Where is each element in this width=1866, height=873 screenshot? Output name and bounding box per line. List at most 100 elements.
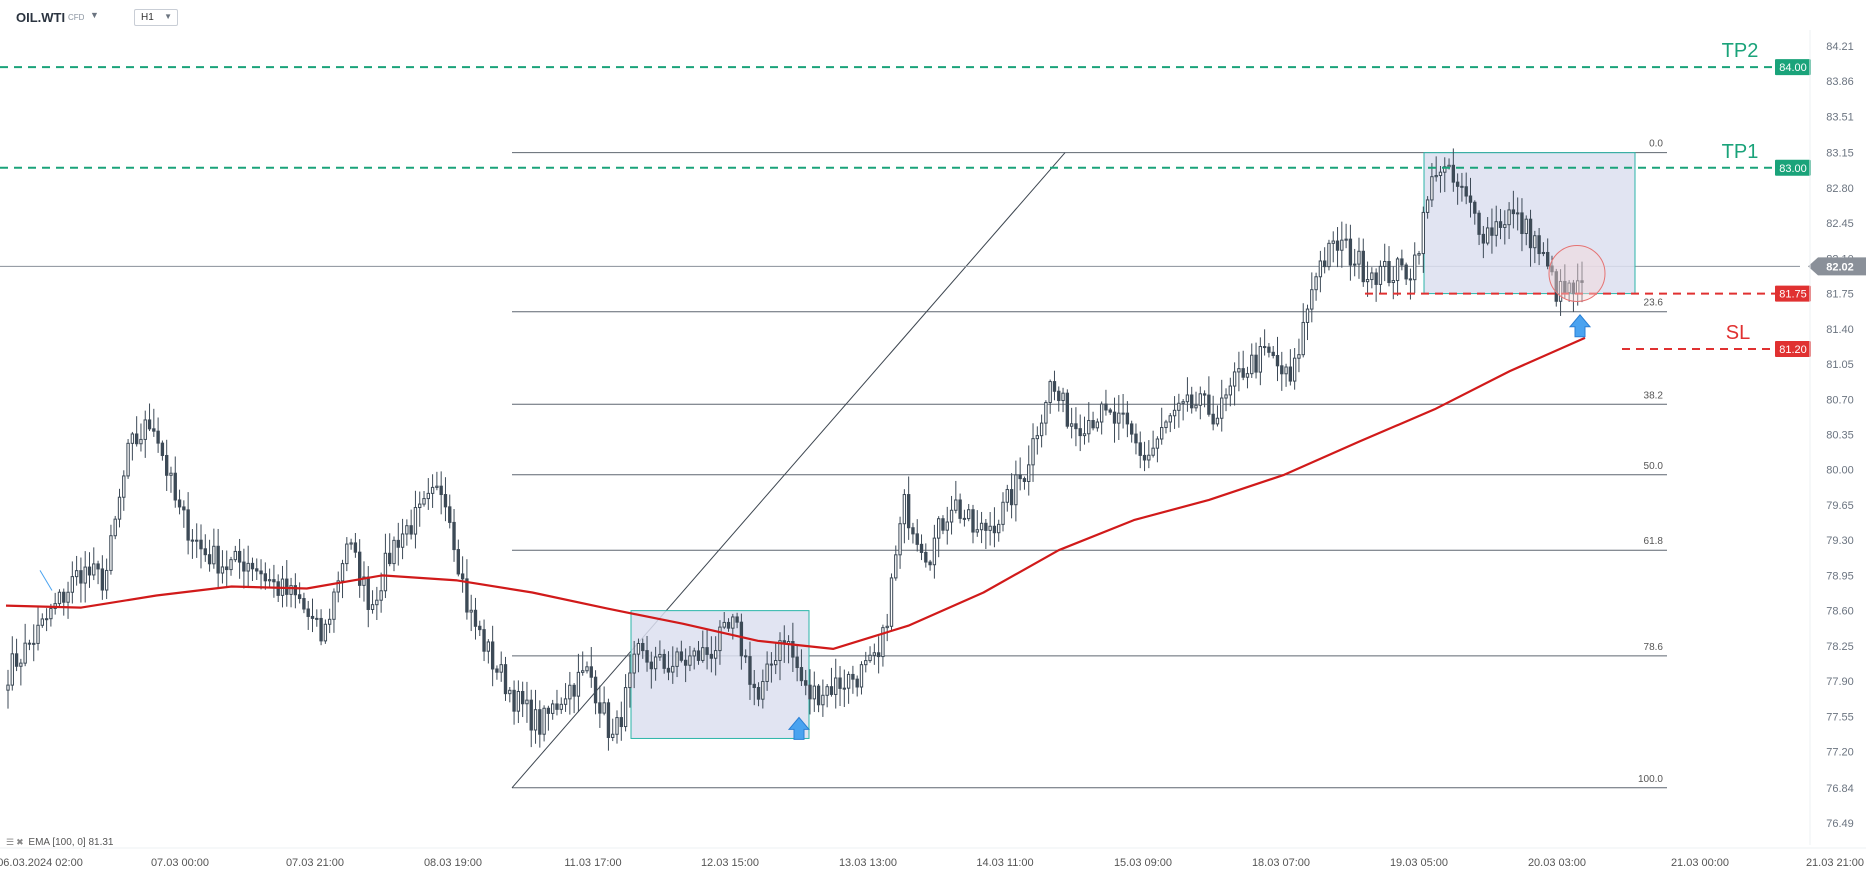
- candle-up: [997, 523, 1001, 534]
- candle-up: [332, 591, 336, 620]
- candle-up: [872, 652, 877, 656]
- indicator-legend[interactable]: ☰ ✖ EMA [100, 0] 81.31: [6, 837, 113, 848]
- y-tick-label: 78.25: [1826, 641, 1854, 653]
- candle-down: [666, 667, 671, 673]
- marker-line: [39, 570, 53, 591]
- current-price-badge: [1808, 257, 1866, 276]
- candle-up: [954, 499, 958, 511]
- candle-down: [1451, 164, 1456, 183]
- candle-down: [1018, 474, 1022, 480]
- candle-up: [1082, 433, 1087, 437]
- candle-up: [1421, 211, 1425, 255]
- list-icon[interactable]: ☰: [6, 837, 15, 847]
- candle-up: [859, 664, 864, 688]
- candle-up: [1357, 250, 1361, 265]
- candle-up: [117, 496, 122, 520]
- candle-down: [293, 585, 298, 596]
- candle-down: [1142, 454, 1147, 461]
- candle-down: [1546, 251, 1550, 267]
- chevron-down-icon: ▼: [164, 12, 172, 21]
- candle-up: [932, 537, 937, 566]
- candle-up: [1048, 381, 1052, 403]
- candle-down: [1473, 201, 1477, 214]
- candle-up: [1232, 371, 1237, 387]
- candle-down: [263, 573, 268, 582]
- candle-up: [1395, 258, 1400, 282]
- candle-up: [92, 563, 96, 576]
- candle-up: [945, 521, 949, 531]
- candle-up: [701, 647, 705, 661]
- candle-up: [36, 624, 40, 644]
- candle-up: [1515, 212, 1520, 215]
- candle-down: [606, 702, 611, 738]
- candle-up: [370, 604, 375, 610]
- candle-up: [533, 709, 538, 731]
- candle-down: [32, 642, 36, 645]
- candle-up: [113, 518, 117, 537]
- candle-down: [1387, 261, 1391, 284]
- candle-down: [919, 543, 924, 553]
- candle-down: [207, 554, 212, 565]
- candle-up: [74, 570, 79, 578]
- level-price-label: 83.00: [1779, 163, 1807, 175]
- candle-down: [272, 579, 276, 583]
- close-icon[interactable]: ✖: [16, 837, 24, 847]
- candle-down: [598, 702, 602, 714]
- candle-down: [641, 642, 645, 652]
- level-price-badge: [1775, 59, 1811, 76]
- candle-up: [881, 627, 885, 658]
- candle-down: [87, 566, 92, 576]
- candle-down: [1455, 181, 1460, 187]
- candle-down: [409, 525, 413, 535]
- candle-up: [692, 650, 696, 657]
- candle-down: [928, 561, 932, 566]
- candle-down: [1550, 265, 1554, 273]
- candle-down: [1129, 423, 1134, 435]
- timeframe-select[interactable]: H1 ▼: [134, 9, 178, 26]
- candle-down: [1335, 240, 1340, 251]
- candle-up: [1284, 366, 1288, 375]
- candle-down: [1211, 413, 1215, 425]
- candle-up: [1503, 224, 1507, 228]
- up-arrow-icon: [1568, 314, 1592, 338]
- ema-line: [5, 336, 1586, 651]
- candle-down: [851, 673, 855, 680]
- candle-down: [1134, 433, 1138, 444]
- candle-up: [70, 576, 75, 593]
- y-tick-label: 84.21: [1826, 41, 1854, 53]
- candle-up: [422, 498, 426, 505]
- candle-down: [156, 430, 160, 444]
- candle-up: [1558, 280, 1563, 302]
- symbol-name[interactable]: OIL.WTI: [16, 10, 66, 25]
- candle-down: [1288, 366, 1293, 382]
- candle-up: [66, 591, 70, 603]
- candle-down: [302, 598, 306, 610]
- candle-down: [1468, 195, 1473, 203]
- fib-level-label: 100.0: [1638, 774, 1663, 785]
- candle-up: [362, 576, 366, 586]
- candle-up: [143, 419, 147, 440]
- symbol-dropdown-chevron-down-icon[interactable]: ▼: [90, 10, 99, 20]
- candle-up: [1365, 279, 1370, 283]
- candle-up: [508, 689, 512, 695]
- x-tick-label: 21.03 21:00: [1806, 857, 1864, 869]
- y-tick-label: 77.55: [1826, 711, 1854, 723]
- candle-down: [512, 689, 516, 712]
- y-tick-label: 81.75: [1826, 289, 1854, 301]
- candle-down: [795, 656, 799, 669]
- y-tick-label: 82.80: [1826, 183, 1854, 195]
- candle-up: [1061, 392, 1065, 402]
- candle-up: [1438, 171, 1443, 177]
- candle-up: [842, 687, 847, 690]
- candle-up: [628, 672, 632, 689]
- level-price-label: 84.00: [1779, 62, 1807, 74]
- candle-up: [1014, 474, 1018, 506]
- candle-down: [190, 539, 195, 542]
- candle-up: [936, 518, 941, 539]
- candle-up: [688, 655, 692, 666]
- candle-up: [1027, 464, 1031, 482]
- candle-up: [568, 684, 572, 700]
- candle-up: [825, 686, 829, 696]
- candle-down: [452, 521, 456, 551]
